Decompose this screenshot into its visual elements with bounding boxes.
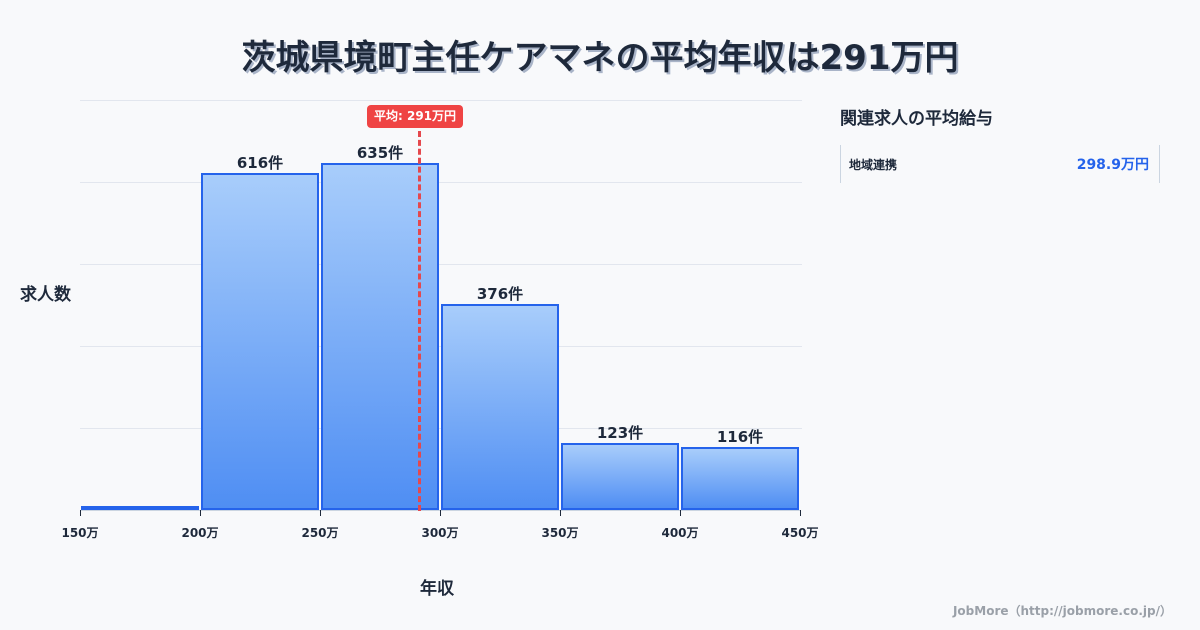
x-tick-label: 350万: [541, 526, 579, 540]
bar-value-label: 616件: [236, 154, 284, 172]
histogram-bar: [81, 506, 199, 510]
bar-value-label: 376件: [476, 285, 524, 303]
bar-value-label: 116件: [716, 428, 764, 446]
gridline: [80, 264, 802, 265]
x-tick: [320, 510, 321, 516]
histogram-bar: [321, 163, 439, 510]
x-tick: [680, 510, 681, 516]
x-tick-label: 300万: [421, 526, 459, 540]
x-tick: [800, 510, 801, 516]
x-tick: [200, 510, 201, 516]
page-title: 茨城県境町主任ケアマネの平均年収は291万円: [241, 38, 959, 78]
gridline: [80, 100, 802, 101]
x-tick-label: 450万: [781, 526, 819, 540]
x-tick-label: 200万: [181, 526, 219, 540]
bar-value-label: 123件: [596, 424, 644, 442]
x-tick-label: 150万: [61, 526, 99, 540]
histogram-bar: [201, 173, 319, 510]
related-job-salary: 298.9万円: [1076, 157, 1149, 173]
related-salary-title: 関連求人の平均給与: [840, 109, 993, 129]
related-salary-item: 地域連携 298.9万円: [840, 145, 1160, 183]
histogram-bar: [681, 447, 799, 510]
average-line: [418, 131, 421, 511]
x-tick: [80, 510, 81, 516]
x-tick: [440, 510, 441, 516]
related-job-name: 地域連携: [849, 157, 898, 172]
x-tick-label: 250万: [301, 526, 339, 540]
gridline: [80, 182, 802, 183]
histogram-bar: [441, 304, 559, 510]
x-axis-label: 年収: [420, 579, 454, 599]
y-axis-label: 求人数: [20, 285, 71, 305]
x-tick: [560, 510, 561, 516]
bar-value-label: 635件: [356, 144, 404, 162]
histogram-chart: 616件 635件 376件 123件 116件: [80, 100, 802, 510]
x-tick-label: 400万: [661, 526, 699, 540]
average-badge: 平均: 291万円: [367, 105, 464, 128]
histogram-bar: [561, 443, 679, 510]
footer-credit: JobMore（http://jobmore.co.jp/）: [952, 604, 1172, 618]
